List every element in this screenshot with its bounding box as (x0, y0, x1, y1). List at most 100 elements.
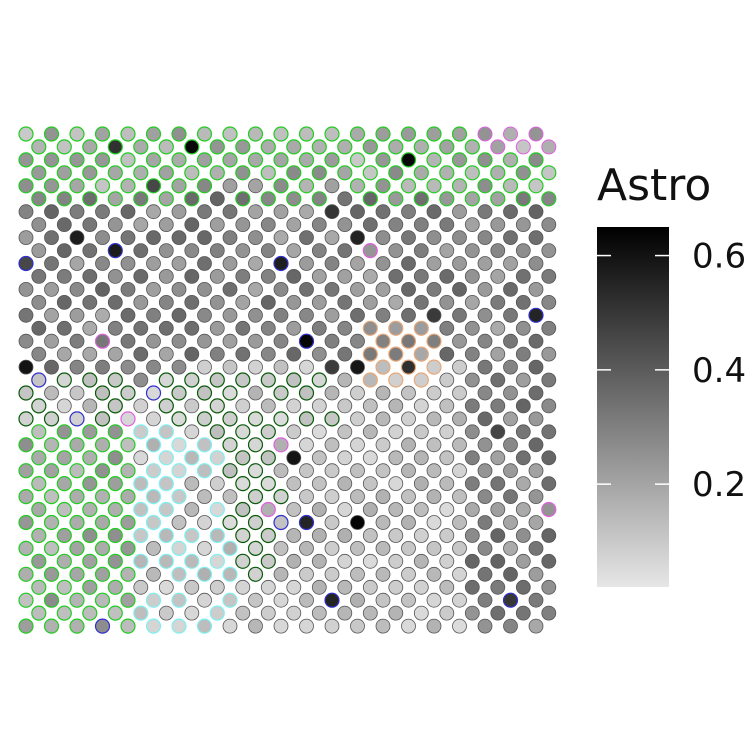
spot (337, 191, 353, 207)
spot (82, 527, 98, 544)
spot (56, 605, 72, 621)
spot (146, 281, 161, 297)
spot (299, 592, 314, 608)
spot (541, 294, 557, 310)
spot (222, 385, 238, 401)
spot (196, 152, 213, 168)
spot (171, 540, 187, 557)
spot (197, 230, 212, 246)
spot (388, 502, 404, 517)
spot (56, 476, 72, 492)
spot (388, 553, 404, 569)
spot (209, 139, 225, 155)
spot (477, 489, 493, 505)
spot (158, 553, 174, 569)
spot (541, 346, 557, 362)
spot (158, 320, 174, 336)
spot (184, 424, 200, 440)
spot (133, 553, 149, 569)
spot (197, 515, 212, 530)
spot (222, 204, 238, 220)
spot (56, 139, 72, 155)
spot (171, 359, 187, 375)
spot (209, 294, 225, 310)
spot (107, 527, 123, 544)
spot (120, 411, 136, 427)
spot (350, 333, 365, 349)
spot (426, 437, 442, 453)
spot (120, 204, 136, 220)
spot (94, 618, 111, 634)
spot (222, 411, 238, 427)
spot (247, 540, 264, 557)
spot (273, 333, 289, 349)
spot (273, 385, 289, 401)
spot (260, 217, 276, 233)
spot (528, 126, 544, 142)
spot (311, 476, 327, 492)
spot (541, 501, 557, 518)
spot (528, 178, 544, 194)
spot (171, 256, 187, 271)
spot (196, 411, 213, 427)
spot (273, 178, 289, 194)
spot (299, 618, 314, 634)
spot (197, 541, 212, 556)
spot (171, 385, 187, 401)
spot (426, 618, 442, 634)
spot (222, 566, 238, 582)
spot (413, 450, 429, 466)
spot (515, 424, 531, 440)
spot (528, 204, 544, 220)
spot (146, 204, 161, 220)
spot (299, 463, 314, 479)
spot (133, 450, 149, 466)
spot (260, 476, 276, 492)
spot (528, 411, 544, 427)
spot (209, 501, 225, 518)
spot (18, 359, 34, 375)
spot (120, 281, 136, 297)
spot (145, 437, 162, 453)
spot (235, 476, 251, 492)
spot (69, 307, 85, 323)
spot (452, 385, 467, 401)
spot (477, 359, 493, 375)
spot (541, 217, 557, 233)
spot (158, 424, 174, 440)
spot (477, 566, 493, 582)
spot (171, 463, 187, 479)
spot (426, 281, 442, 297)
spot (273, 255, 289, 272)
spot (490, 268, 506, 284)
spot (235, 217, 251, 233)
spot (350, 307, 365, 323)
spot (298, 178, 315, 194)
spot (324, 359, 340, 375)
spot (464, 424, 480, 440)
spot (299, 541, 314, 556)
spot (515, 605, 531, 621)
spot (477, 437, 493, 453)
spot (44, 281, 59, 297)
spot (43, 489, 60, 505)
spot (95, 256, 110, 271)
spot (375, 126, 391, 142)
spot (31, 217, 47, 233)
spot (247, 566, 264, 582)
spot (31, 527, 47, 544)
spot (18, 489, 34, 505)
spot (209, 553, 225, 569)
spot (541, 579, 557, 595)
spot (107, 346, 123, 362)
spot (515, 294, 531, 310)
spot (502, 592, 519, 608)
spot (146, 307, 161, 323)
spot (413, 294, 429, 310)
spot (82, 320, 98, 336)
spot (209, 398, 225, 414)
spot (515, 139, 531, 155)
spot (69, 566, 85, 582)
spot (439, 320, 455, 336)
